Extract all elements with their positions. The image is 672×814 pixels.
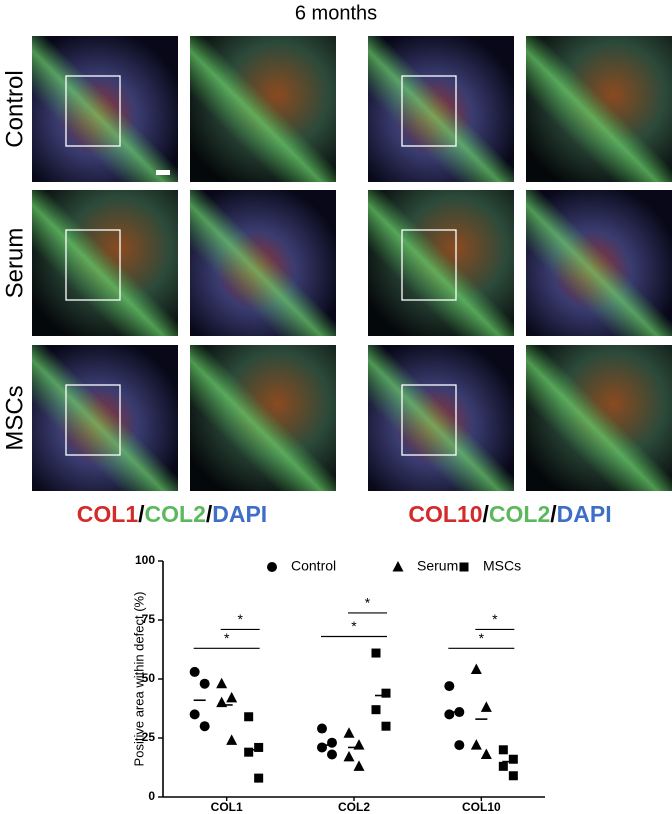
figure-title: 6 months	[295, 2, 377, 24]
stain-label-part: /	[138, 501, 145, 527]
y-tick-label: 0	[148, 789, 155, 803]
point	[216, 677, 228, 689]
micrograph-overlay	[526, 345, 672, 491]
point	[480, 748, 492, 760]
stain-label-part: /	[206, 501, 213, 527]
point	[381, 721, 391, 731]
micrograph-overlay	[526, 190, 672, 336]
point	[470, 663, 482, 675]
significance-label: *	[479, 630, 485, 646]
point	[189, 709, 200, 720]
micrograph-overlay	[368, 36, 514, 182]
legend-marker	[392, 561, 404, 572]
legend-marker	[267, 562, 277, 572]
point	[189, 666, 200, 677]
stain-label-part: /	[483, 501, 490, 527]
y-tick-label: 25	[142, 730, 156, 744]
point	[199, 721, 210, 732]
significance-label: *	[237, 611, 243, 627]
point	[254, 742, 264, 752]
stain-label-part: DAPI	[557, 501, 612, 527]
micrograph-overlay	[368, 190, 514, 336]
micrographs	[32, 36, 672, 491]
point	[317, 742, 327, 753]
stain-label-part: COL2	[145, 501, 206, 527]
stain-label-part: COL1	[77, 501, 139, 527]
micrograph-overlay	[32, 190, 178, 336]
point	[244, 747, 254, 757]
legend-label: Serum	[417, 558, 458, 574]
point	[327, 737, 337, 748]
zoom-box	[65, 384, 121, 456]
stain-label-part: /	[550, 501, 557, 527]
point	[480, 701, 492, 712]
point	[444, 681, 455, 692]
point	[353, 760, 365, 771]
significance-label: *	[492, 611, 498, 627]
x-tick-label: COL2	[338, 800, 370, 814]
legend-label: Control	[291, 558, 336, 574]
point	[381, 688, 391, 698]
point	[327, 749, 337, 760]
point	[498, 761, 508, 771]
zoom-box	[65, 75, 121, 147]
micrograph-overlay	[32, 36, 178, 182]
point	[371, 705, 381, 715]
significance-label: *	[365, 595, 371, 611]
stain-label-part: COL2	[489, 501, 550, 527]
micrograph-overlay	[190, 190, 336, 336]
micrograph-overlay	[32, 345, 178, 491]
stain-label-part: COL10	[408, 501, 482, 527]
point	[498, 745, 508, 755]
micrograph-overlay	[368, 345, 514, 491]
zoom-box	[401, 229, 457, 301]
row-label: Control	[1, 70, 28, 147]
point	[444, 709, 455, 720]
zoom-box	[401, 384, 457, 456]
micrograph-overlay	[526, 36, 672, 182]
legend-label: MSCs	[483, 558, 521, 574]
point	[317, 723, 327, 734]
y-tick-label: 50	[142, 671, 156, 685]
point	[371, 648, 381, 658]
x-tick-label: COL1	[211, 800, 243, 814]
point	[199, 678, 210, 689]
zoom-box	[65, 229, 121, 301]
stain-label-part: DAPI	[212, 501, 267, 527]
significance-label: *	[224, 630, 230, 646]
point	[454, 740, 465, 751]
point	[226, 691, 238, 703]
point	[343, 750, 355, 762]
y-tick-label: 75	[142, 612, 156, 626]
legend-marker	[459, 562, 469, 572]
significance-label: *	[351, 618, 357, 634]
row-label: Serum	[1, 228, 28, 299]
point	[244, 712, 254, 722]
stain-label: COL1/COL2/DAPI	[77, 501, 267, 527]
scale-bar	[156, 170, 170, 175]
y-axis-label: Positive area within defect (%)	[131, 592, 146, 767]
stain-label: COL10/COL2/DAPI	[408, 501, 611, 527]
y-tick-label: 100	[135, 553, 155, 567]
point	[470, 739, 482, 750]
row-label: MSCs	[1, 385, 28, 450]
point	[508, 771, 518, 781]
point	[254, 773, 264, 783]
x-tick-label: COL10	[462, 800, 501, 814]
micrograph-overlay	[190, 36, 336, 182]
point	[343, 727, 355, 738]
micrograph-overlay	[190, 345, 336, 491]
zoom-box	[401, 75, 457, 147]
point	[226, 734, 238, 745]
point	[508, 754, 518, 764]
